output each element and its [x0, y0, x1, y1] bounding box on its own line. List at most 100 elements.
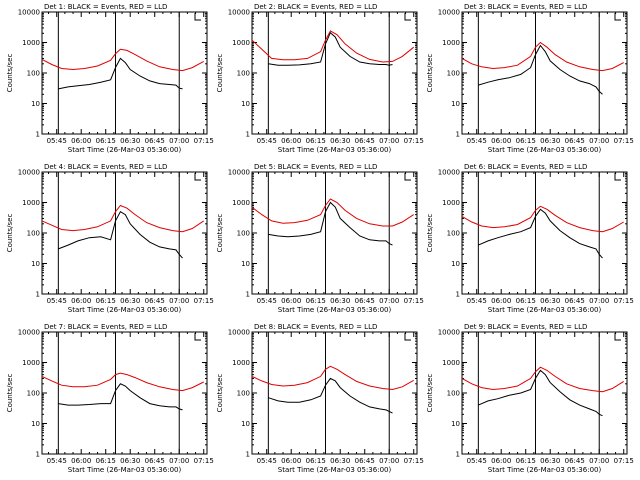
detector-panel-9: Det 9: BLACK = Events, RED = LLD 1 10 100 10… — [426, 323, 634, 474]
y-tick-label: 1 — [246, 131, 250, 139]
series-lld — [41, 372, 204, 392]
x-tick-label: 06:45 — [355, 297, 375, 305]
x-tick-label: 06:30 — [540, 457, 560, 465]
x-tick-label: 07:15 — [614, 137, 634, 145]
x-tick-label: 06:00 — [491, 297, 511, 305]
y-tick-label: 10000 — [18, 169, 40, 177]
y-tick-label: 10000 — [438, 9, 460, 17]
series-events — [58, 383, 183, 411]
y-tick-label: 1 — [456, 291, 460, 299]
x-tick-label: 06:15 — [306, 137, 326, 145]
series-lld — [461, 205, 624, 233]
series-events — [478, 208, 603, 259]
y-tick-label: 1000 — [22, 199, 40, 207]
y-axis-label: Counts/sec — [216, 54, 224, 93]
y-tick-label: 100 — [447, 390, 460, 398]
y-tick-label: 10 — [451, 260, 460, 268]
x-tick-label: 05:45 — [47, 457, 67, 465]
detector-panel-4: Det 4: BLACK = Events, RED = LLD 1 10 100 10… — [6, 163, 214, 314]
panel-title: Det 6: BLACK = Events, RED = LLD — [464, 163, 587, 171]
x-tick-label: 07:15 — [404, 137, 424, 145]
plot-frame — [461, 331, 628, 455]
x-tick-label: 06:00 — [491, 137, 511, 145]
x-tick-label: 06:45 — [145, 297, 165, 305]
y-axis-label: Counts/sec — [426, 54, 434, 93]
y-tick-label: 1000 — [232, 359, 250, 367]
x-tick-label: 06:15 — [516, 297, 536, 305]
x-tick-label: 06:30 — [540, 137, 560, 145]
series-lld — [41, 48, 204, 72]
y-tick-label: 1000 — [232, 39, 250, 47]
series-events — [268, 377, 393, 414]
y-tick-label: 1 — [456, 131, 460, 139]
series-lld — [461, 366, 624, 393]
x-axis-label: Start Time (26-Mar-03 05:36:00) — [278, 466, 392, 474]
x-tick-label: 05:45 — [467, 457, 487, 465]
panel-title: Det 7: BLACK = Events, RED = LLD — [44, 323, 167, 331]
y-tick-label: 10 — [451, 420, 460, 428]
x-axis-label: Start Time (26-Mar-03 05:36:00) — [68, 466, 182, 474]
detector-panel-1: Det 1: BLACK = Events, RED = LLD 1 10 100 10… — [6, 3, 214, 154]
y-tick-label: 1000 — [232, 199, 250, 207]
panel-title: Det 8: BLACK = Events, RED = LLD — [254, 323, 377, 331]
y-axis-label: Counts/sec — [6, 54, 14, 93]
series-lld — [251, 30, 415, 63]
panel-title: Det 3: BLACK = Events, RED = LLD — [464, 3, 587, 11]
y-tick-label: 100 — [237, 390, 250, 398]
y-tick-label: 10 — [241, 260, 250, 268]
series-events — [268, 31, 393, 66]
y-axis-label: Counts/sec — [426, 374, 434, 413]
y-tick-label: 100 — [27, 390, 40, 398]
detector-panel-2: Det 2: BLACK = Events, RED = LLD 1 10 100 10… — [216, 3, 424, 154]
panel-title: Det 1: BLACK = Events, RED = LLD — [44, 3, 167, 11]
x-tick-label: 06:45 — [565, 137, 585, 145]
y-tick-label: 1 — [456, 451, 460, 459]
y-tick-label: 100 — [27, 230, 40, 238]
y-tick-label: 10 — [31, 420, 40, 428]
plot-frame — [251, 331, 418, 455]
y-axis-label: Counts/sec — [426, 214, 434, 253]
detector-panel-6: Det 6: BLACK = Events, RED = LLD 1 10 100 10… — [426, 163, 634, 314]
x-tick-label: 05:45 — [467, 297, 487, 305]
x-tick-label: 07:00 — [169, 297, 189, 305]
x-tick-label: 06:30 — [330, 137, 350, 145]
plot-frame — [461, 171, 628, 295]
x-tick-label: 07:00 — [169, 457, 189, 465]
x-tick-label: 06:30 — [120, 137, 140, 145]
x-tick-label: 06:00 — [281, 297, 301, 305]
x-tick-label: 06:30 — [330, 457, 350, 465]
y-tick-label: 10000 — [228, 9, 250, 17]
y-tick-label: 1 — [36, 131, 40, 139]
x-tick-label: 06:15 — [516, 137, 536, 145]
y-tick-label: 100 — [237, 70, 250, 78]
x-tick-label: 07:00 — [379, 297, 399, 305]
series-events — [478, 369, 603, 417]
x-tick-label: 06:00 — [71, 457, 91, 465]
corner-mark — [194, 333, 201, 341]
corner-mark — [404, 13, 411, 21]
x-tick-label: 07:15 — [194, 137, 214, 145]
panel-title: Det 9: BLACK = Events, RED = LLD — [464, 323, 587, 331]
x-tick-label: 06:15 — [306, 297, 326, 305]
detector-panel-5: Det 5: BLACK = Events, RED = LLD 1 10 100 10… — [216, 163, 424, 314]
x-tick-label: 07:15 — [614, 457, 634, 465]
panel-title: Det 4: BLACK = Events, RED = LLD — [44, 163, 167, 171]
y-tick-label: 100 — [447, 70, 460, 78]
y-tick-label: 100 — [27, 70, 40, 78]
corner-mark — [404, 173, 411, 181]
y-tick-label: 1 — [246, 291, 250, 299]
y-axis-label: Counts/sec — [216, 214, 224, 253]
y-tick-label: 10 — [241, 420, 250, 428]
y-tick-label: 1000 — [22, 39, 40, 47]
x-tick-label: 05:45 — [467, 137, 487, 145]
x-tick-label: 06:00 — [71, 137, 91, 145]
y-tick-label: 1000 — [442, 359, 460, 367]
y-axis-label: Counts/sec — [6, 374, 14, 413]
series-events — [268, 201, 393, 246]
x-tick-label: 06:00 — [281, 457, 301, 465]
x-tick-label: 06:45 — [565, 457, 585, 465]
y-tick-label: 1 — [246, 451, 250, 459]
x-tick-label: 06:45 — [355, 137, 375, 145]
y-tick-label: 10 — [241, 100, 250, 108]
x-tick-label: 05:45 — [257, 457, 277, 465]
